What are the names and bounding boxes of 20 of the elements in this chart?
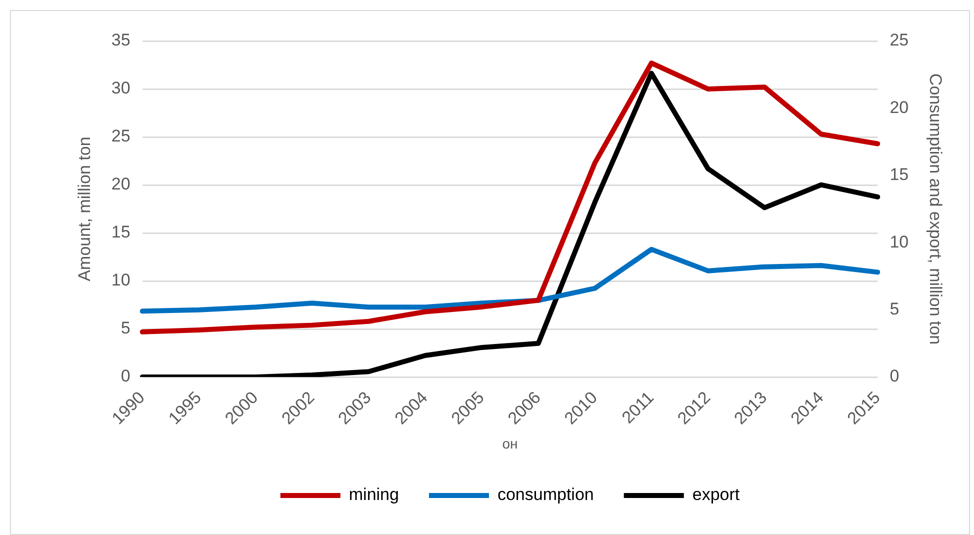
y2-tick-label: 15 [890,165,909,184]
y-tick-label: 15 [111,222,130,242]
x-axis-title: он [502,435,518,452]
legend-label: mining [348,485,399,504]
y2-tick-label: 0 [890,366,900,386]
y-tick-label: 35 [111,30,130,50]
y2-tick-label: 25 [890,30,909,50]
y-tick-label: 30 [111,78,130,98]
y-axis-title: Amount, million ton [74,136,94,282]
y-tick-label: 10 [111,270,130,290]
y2-tick-label: 10 [890,232,909,252]
y-tick-label: 20 [111,174,130,194]
y-tick-label: 25 [111,126,130,146]
y2-tick-label: 5 [890,300,900,319]
y2-tick-label: 20 [890,98,909,117]
y-tick-label: 0 [120,366,130,386]
legend-label: export [692,485,740,504]
y-tick-label: 5 [120,318,130,338]
y2-axis-title: Consumption and export, million ton [926,73,946,345]
legend-label: consumption [497,485,594,504]
